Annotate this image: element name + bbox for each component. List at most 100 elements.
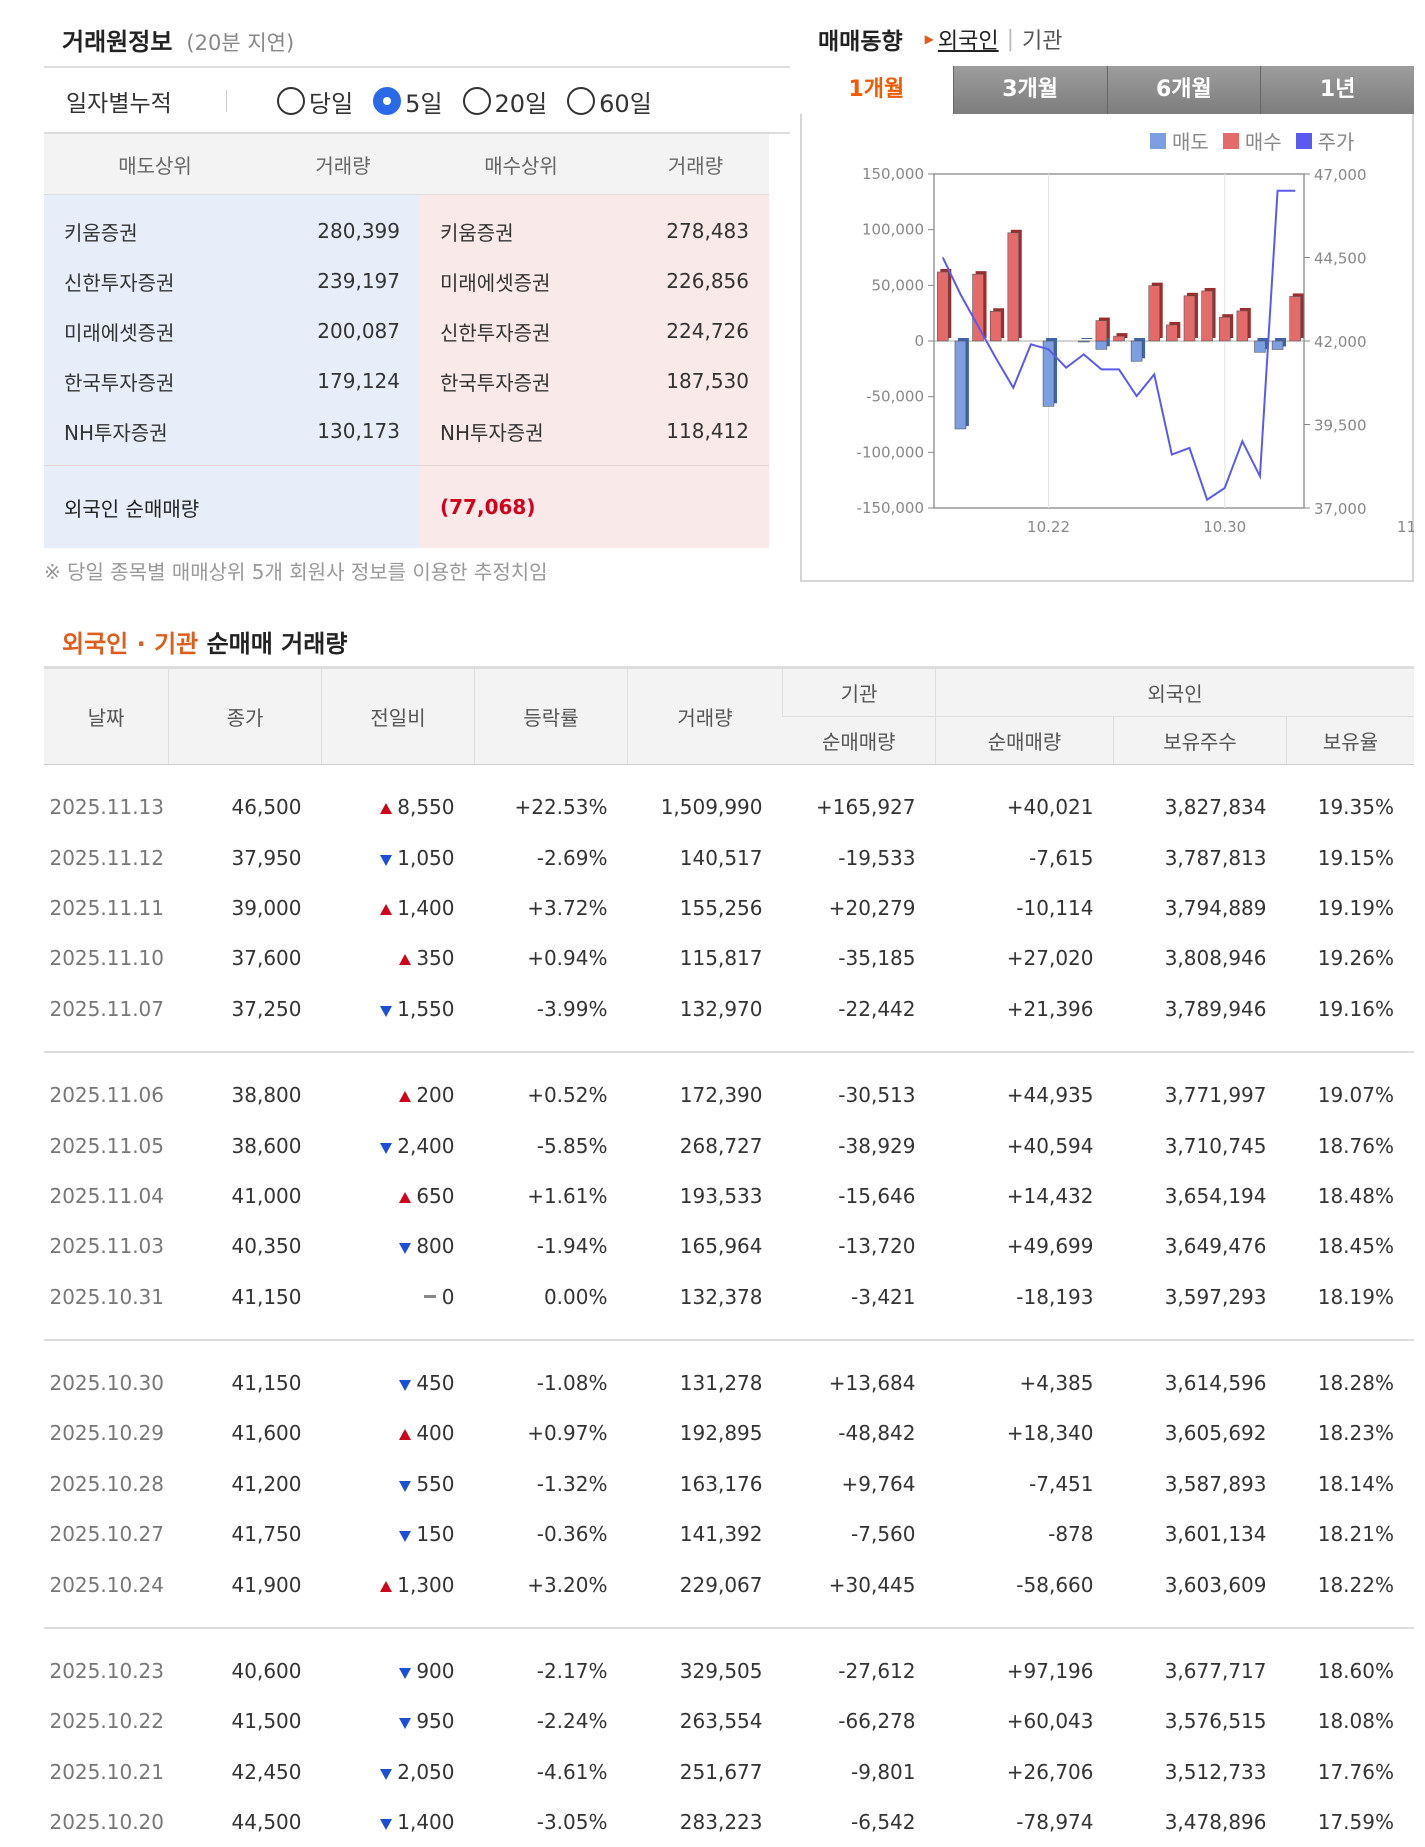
cell-change: 650 [322,1171,475,1221]
tab-3month[interactable]: 3개월 [952,66,1107,114]
cell-volume: 132,378 [627,1271,783,1341]
table-row: 2025.10.20 44,500 1,400 -3.05% 283,223 -6,542… [44,1797,1414,1847]
divider [44,66,790,68]
change-value: 2,050 [397,1759,455,1784]
buy-broker-name: 미래에셋증권 [420,256,622,306]
cell-holdings: 3,512,733 [1164,1759,1267,1784]
cell-volume: 163,176 [679,1471,763,1496]
cell-date: 2025.11.06 [49,1083,164,1108]
radio-20day[interactable]: 20일 [462,84,547,119]
col-date: 날짜 [44,666,169,765]
legend-price-label: 주가 [1317,130,1355,154]
cell-volume: 329,505 [679,1659,763,1684]
cell-date: 2025.10.24 [44,1559,169,1629]
legend-price-swatch [1295,132,1312,149]
radio-today[interactable]: 당일 [277,84,353,119]
table-row: 2025.11.06 38,800 200 +0.52% 172,390 -30,513 +… [44,1052,1414,1120]
divider: | [1006,26,1015,52]
buy-volume: 118,412 [622,406,769,466]
col-close: 종가 [168,666,322,765]
legend-sell-label: 매도 [1172,130,1209,154]
sell-bar [1130,340,1143,362]
cell-volume: 165,964 [679,1234,763,1259]
buy-bar [1289,296,1301,342]
cell-date: 2025.11.05 [49,1133,164,1158]
col-holdings: 보유주수 [1113,716,1287,765]
cell-change: 8,550 [322,765,475,833]
radio-60day[interactable]: 60일 [567,84,652,119]
cell-date: 2025.10.30 [49,1371,164,1396]
cell-close: 46,500 [231,795,302,820]
table-row: 2025.11.04 41,000 650 +1.61% 193,533 -15,646 +… [44,1171,1414,1221]
change-value: 1,050 [397,845,455,870]
cell-foreign-net: +44,935 [1006,1083,1094,1108]
cell-holdings: 3,614,596 [1164,1371,1267,1396]
cell-change: 450 [322,1340,475,1408]
col-buy-volume: 거래량 [622,134,769,195]
cell-close: 39,000 [231,895,302,920]
buy-bar [1148,285,1160,342]
cell-volume: 172,390 [679,1083,763,1108]
cell-close: 41,150 [168,1271,322,1341]
broker-row: 한국투자증권 179,124 한국투자증권 187,530 [44,356,769,406]
cell-holdings: 3,789,946 [1113,983,1287,1053]
triangle-down-icon [399,1243,412,1255]
tab-6month[interactable]: 6개월 [1106,66,1261,114]
cell-close: 44,500 [231,1810,302,1835]
buy-volume: 226,856 [622,256,769,306]
cell-close: 41,150 [231,1371,302,1396]
buy-bar [1095,320,1108,342]
y-left-tick-label: -50,000 [866,388,924,406]
table-row: 2025.10.31 41,150 0 0.00% 132,378 -3,421 -18,1… [44,1271,1414,1341]
cell-change: 950 [322,1696,475,1746]
sell-bar [1271,340,1284,350]
tab-1year[interactable]: 1년 [1260,66,1414,114]
tab-institution[interactable]: 기관 [1022,29,1063,54]
col-inst-net: 순매매량 [782,716,936,765]
triangle-down-icon [380,1819,393,1831]
triangle-up-icon [380,903,393,915]
triangle-down-icon [399,1718,412,1730]
y-left-tick-label: 150,000 [862,165,924,183]
col-rate: 등락률 [474,666,628,765]
cell-foreign-net: -58,660 [935,1559,1114,1629]
buy-bar [1236,310,1249,342]
cell-ratio: 19.35% [1317,795,1394,820]
cell-inst-net: -27,612 [838,1659,916,1684]
table-row: 2025.10.27 41,750 150 -0.36% 141,392 -7,560 -8… [44,1509,1414,1559]
broker-table: 매도상위 거래량 매수상위 거래량 키움증권 280,399 키움증권 278,483… [44,134,769,548]
cell-rate: -2.69% [536,845,608,870]
change-value: 350 [416,946,455,971]
cell-rate: +0.94% [527,946,608,971]
tab-foreign[interactable]: 외국인 [937,29,999,54]
cell-rate: -3.05% [536,1810,608,1835]
cell-date: 2025.10.27 [49,1522,164,1547]
legend-buy-label: 매수 [1244,130,1282,154]
broker-row: 신한투자증권 239,197 미래에셋증권 226,856 [44,256,769,306]
x-tick-label: 11.07 [1397,518,1414,536]
cell-inst-net: -35,185 [838,946,916,971]
table-row: 2025.11.05 38,600 2,400 -5.85% 268,727 -38,92… [44,1120,1414,1170]
cell-inst-net: -15,646 [838,1183,916,1208]
cell-holdings: 3,603,609 [1113,1559,1287,1629]
sell-broker-name: 신한투자증권 [44,256,266,306]
cell-inst-net: -66,278 [838,1709,916,1734]
cell-ratio: 19.19% [1317,895,1394,920]
cell-inst-net: +20,279 [828,895,916,920]
cell-rate: -3.99% [474,983,628,1053]
radio-5day[interactable]: 5일 [373,84,443,119]
cell-date: 2025.11.12 [49,845,164,870]
table-row: 2025.11.07 37,250 1,550 -3.99% 132,970 -22,44… [44,983,1414,1053]
col-change: 전일비 [321,666,475,765]
y-right-tick-label: 37,000 [1314,500,1367,518]
trade-trend-chart: 150,000 100,000 50,000 0 -50,000 -100,000 -150… [857,165,1414,536]
change-value: 400 [416,1421,455,1446]
cell-foreign-net: -78,974 [1016,1810,1094,1835]
chart-legend: 매도 매수 주가 [1150,126,1354,155]
cell-ratio: 18.60% [1317,1659,1394,1684]
tab-1month[interactable]: 1개월 [800,66,953,114]
col-sell-top: 매도상위 [44,134,266,195]
col-group-institution: 기관 [782,666,936,717]
cell-change: 400 [322,1408,475,1458]
cell-ratio: 18.21% [1317,1522,1394,1547]
